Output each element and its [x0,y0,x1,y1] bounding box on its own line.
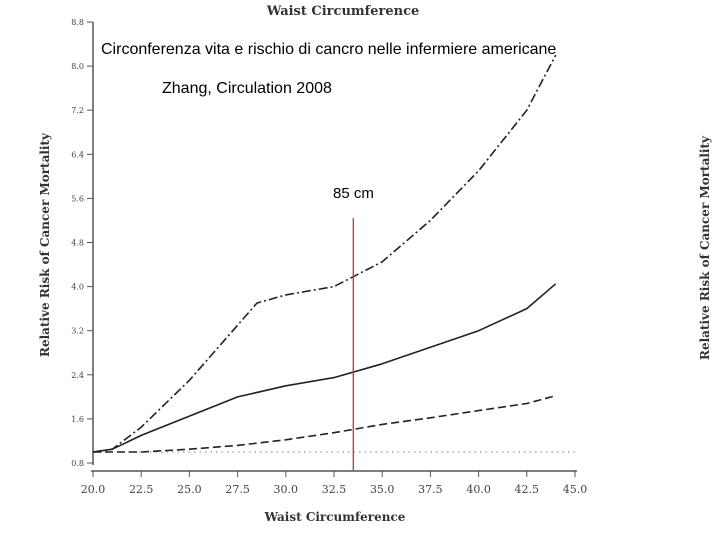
y-tick-label: 4.8 [71,239,84,248]
y-tick-label: 2.4 [71,371,84,380]
y-axis-label-right: Relative Risk of Cancer Mortality [698,135,712,360]
y-tick-label: 4.0 [71,283,84,292]
x-axis-label: Waist Circumference [264,510,406,524]
x-tick-label: 25.0 [177,483,202,496]
series-line-2 [92,283,557,453]
y-tick-label: 8.8 [71,18,84,27]
x-tick-label: 35.0 [370,483,395,496]
slide-citation: Zhang, Circulation 2008 [162,80,332,97]
y-tick-label: 1.6 [71,415,84,424]
y-tick-label: 3.2 [71,327,84,336]
x-tick-label: 20.0 [81,483,106,496]
y-axis-label: Relative Risk of Cancer Mortality [38,132,52,357]
y-tick-label: 5.6 [71,194,84,203]
x-tick-label: 45.0 [563,483,588,496]
x-tick-label: 22.5 [129,483,154,496]
y-tick-label: 0.8 [71,459,84,468]
series-line-1 [92,54,557,453]
x-tick-label: 42.5 [515,483,540,496]
y-tick-label: 8.0 [71,62,84,71]
series-layer [92,54,575,453]
slide-title: Circonferenza vita e rischio di cancro n… [101,41,557,58]
x-tick-label: 32.5 [322,483,347,496]
series-line-3 [93,394,556,453]
marker-label: 85 cm [333,185,374,202]
ticks: 0.8 1.6 2.4 3.2 4.0 4.8 5.6 6.4 7.2 8.0 8.8 20.0 22.… [71,18,587,496]
y-tick-label: 6.4 [71,150,84,159]
y-tick-label: 7.2 [71,106,84,115]
x-tick-label: 27.5 [225,483,250,496]
chart-title: Waist Circumference [266,4,420,19]
x-tick-label: 30.0 [274,483,299,496]
x-tick-label: 37.5 [418,483,443,496]
x-tick-label: 40.0 [466,483,491,496]
